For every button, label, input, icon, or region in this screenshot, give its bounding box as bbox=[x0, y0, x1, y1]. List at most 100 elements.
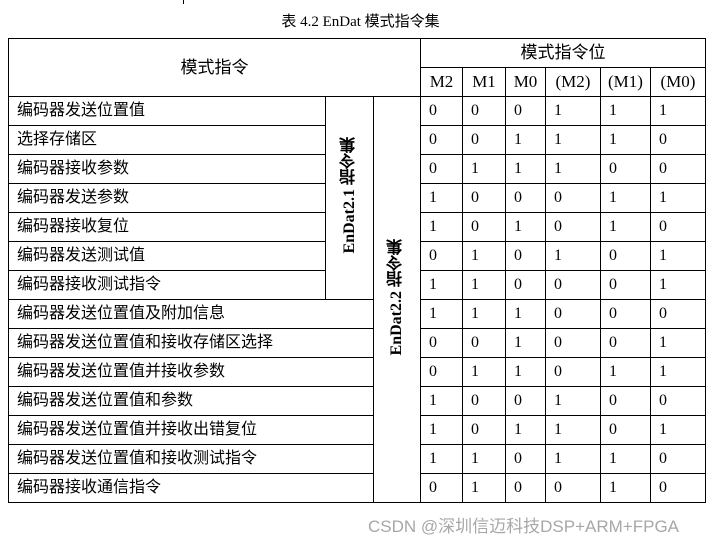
bit-value: 1 bbox=[420, 299, 463, 329]
bit-value: 1 bbox=[600, 125, 651, 155]
header-bits-group: 模式指令位 bbox=[420, 38, 706, 68]
bit-value: 1 bbox=[462, 270, 506, 300]
bit-value: 0 bbox=[420, 328, 463, 358]
command-name: 编码器接收复位 bbox=[8, 212, 326, 242]
bit-value: 0 bbox=[420, 125, 463, 155]
bit-value: 0 bbox=[600, 328, 651, 358]
bit-value: 1 bbox=[650, 96, 706, 126]
header-bit: M2 bbox=[420, 67, 463, 97]
bit-value: 0 bbox=[420, 154, 463, 184]
table-row: 选择存储区 0 0 1 1 1 0 bbox=[8, 125, 706, 155]
bit-value: 1 bbox=[420, 212, 463, 242]
bit-value: 0 bbox=[600, 270, 651, 300]
bit-value: 0 bbox=[420, 473, 463, 503]
bit-value: 0 bbox=[650, 299, 706, 329]
bit-value: 1 bbox=[545, 125, 601, 155]
bit-value: 1 bbox=[505, 328, 546, 358]
command-name: 编码器接收测试指令 bbox=[8, 270, 326, 300]
bit-value: 0 bbox=[505, 444, 546, 474]
table-row: 编码器发送测试值 0 1 0 1 0 1 bbox=[8, 241, 706, 271]
page-mark bbox=[183, 0, 184, 4]
bit-value: 0 bbox=[545, 328, 601, 358]
bit-value: 1 bbox=[462, 154, 506, 184]
bit-value: 0 bbox=[545, 212, 601, 242]
table-caption: 表 4.2 EnDat 模式指令集 bbox=[281, 14, 440, 30]
bit-value: 0 bbox=[505, 183, 546, 213]
command-name: 编码器发送参数 bbox=[8, 183, 326, 213]
bit-value: 1 bbox=[600, 357, 651, 387]
watermark: CSDN @深圳信迈科技DSP+ARM+FPGA bbox=[368, 517, 680, 536]
header-bit: M1 bbox=[462, 67, 506, 97]
bit-value: 0 bbox=[650, 125, 706, 155]
bit-value: 1 bbox=[420, 415, 463, 445]
bit-value: 1 bbox=[462, 299, 506, 329]
bit-value: 0 bbox=[650, 154, 706, 184]
bit-value: 1 bbox=[650, 183, 706, 213]
bit-value: 1 bbox=[462, 473, 506, 503]
bit-value: 1 bbox=[600, 473, 651, 503]
bit-value: 0 bbox=[505, 241, 546, 271]
header-bit: (M0) bbox=[650, 67, 706, 97]
header-bit: (M1) bbox=[600, 67, 651, 97]
table-row: 编码器发送位置值并接收参数 0 1 1 0 1 1 bbox=[8, 357, 706, 387]
bit-value: 1 bbox=[505, 212, 546, 242]
table-row: 编码器发送位置值和接收存储区选择 0 0 1 0 0 1 bbox=[8, 328, 706, 358]
bit-value: 1 bbox=[600, 96, 651, 126]
bit-value: 1 bbox=[462, 241, 506, 271]
bit-value: 1 bbox=[505, 154, 546, 184]
bit-value: 0 bbox=[505, 96, 546, 126]
table-row: 编码器接收参数 0 1 1 1 0 0 bbox=[8, 154, 706, 184]
bit-value: 0 bbox=[545, 183, 601, 213]
bit-value: 1 bbox=[650, 357, 706, 387]
endat-command-table: 模式指令 模式指令位 M2 M1 M0 (M2) (M1) (M0) 编码器发送位置值 En… bbox=[8, 38, 706, 503]
header-bit: (M2) bbox=[545, 67, 601, 97]
bit-value: 1 bbox=[650, 415, 706, 445]
header-command: 模式指令 bbox=[8, 38, 421, 97]
table-row: 编码器接收复位 1 0 1 0 1 0 bbox=[8, 212, 706, 242]
bit-value: 0 bbox=[420, 357, 463, 387]
group-endat21-label: EnDat2.1 指令集 bbox=[340, 137, 358, 254]
bit-value: 0 bbox=[650, 386, 706, 416]
bit-value: 0 bbox=[462, 328, 506, 358]
bit-value: 0 bbox=[650, 212, 706, 242]
bit-value: 0 bbox=[505, 270, 546, 300]
command-name: 编码器发送位置值和接收存储区选择 bbox=[8, 328, 374, 358]
bit-value: 1 bbox=[420, 386, 463, 416]
bit-value: 1 bbox=[462, 444, 506, 474]
bit-value: 1 bbox=[545, 386, 601, 416]
table-row: 编码器发送位置值及附加信息 1 1 1 0 0 0 bbox=[8, 299, 706, 329]
bit-value: 1 bbox=[650, 270, 706, 300]
bit-value: 0 bbox=[462, 386, 506, 416]
command-name: 编码器发送位置值和参数 bbox=[8, 386, 374, 416]
bit-value: 0 bbox=[600, 386, 651, 416]
bit-value: 0 bbox=[600, 299, 651, 329]
bit-value: 1 bbox=[600, 183, 651, 213]
bit-value: 1 bbox=[600, 444, 651, 474]
bit-value: 1 bbox=[650, 328, 706, 358]
bit-value: 1 bbox=[420, 183, 463, 213]
bit-value: 0 bbox=[462, 183, 506, 213]
bit-value: 1 bbox=[505, 299, 546, 329]
bit-value: 0 bbox=[420, 241, 463, 271]
bit-value: 0 bbox=[600, 241, 651, 271]
group-endat21: EnDat2.1 指令集 bbox=[325, 96, 374, 300]
command-name: 编码器发送位置值和接收测试指令 bbox=[8, 444, 374, 474]
bit-value: 1 bbox=[462, 357, 506, 387]
command-name: 编码器发送测试值 bbox=[8, 241, 326, 271]
bit-value: 1 bbox=[505, 125, 546, 155]
bit-value: 0 bbox=[650, 473, 706, 503]
bit-value: 1 bbox=[650, 241, 706, 271]
command-name: 选择存储区 bbox=[8, 125, 326, 155]
bit-value: 1 bbox=[545, 154, 601, 184]
command-name: 编码器接收参数 bbox=[8, 154, 326, 184]
bit-value: 1 bbox=[600, 212, 651, 242]
bit-value: 1 bbox=[545, 241, 601, 271]
bit-value: 0 bbox=[462, 96, 506, 126]
bit-value: 0 bbox=[600, 415, 651, 445]
bit-value: 1 bbox=[545, 96, 601, 126]
table-row: 编码器发送位置值并接收出错复位 1 0 1 1 0 1 bbox=[8, 415, 706, 445]
command-name: 编码器发送位置值并接收参数 bbox=[8, 357, 374, 387]
command-name: 编码器接收通信指令 bbox=[8, 473, 374, 503]
bit-value: 0 bbox=[650, 444, 706, 474]
bit-value: 0 bbox=[545, 473, 601, 503]
